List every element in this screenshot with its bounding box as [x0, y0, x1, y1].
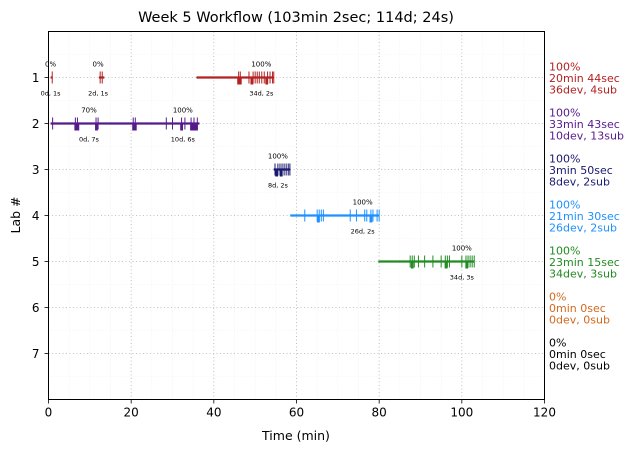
- submission-mark: [275, 169, 279, 177]
- counts-annotation: 2d, 1s: [88, 90, 109, 98]
- lab-3-marks: 100% 8d, 2s: [268, 153, 291, 190]
- progress-annotation: 100%: [251, 61, 271, 69]
- progress-annotation: 0%: [93, 61, 104, 69]
- summary-line: 23min 15sec: [549, 256, 620, 269]
- y-tick-label: 1: [32, 71, 40, 85]
- summary-line: 21min 30sec: [549, 210, 620, 223]
- summary-line: 100%: [549, 245, 580, 258]
- submission-mark: [195, 123, 198, 131]
- y-tick-label: 6: [32, 301, 40, 315]
- submission-mark: [279, 169, 283, 177]
- lab-7-summary: 0% 0min 0sec 0dev, 0sub: [549, 337, 610, 373]
- y-tick-label: 7: [32, 347, 40, 361]
- counts-annotation: 0d, 1s: [41, 90, 62, 98]
- counts-annotation: 26d, 2s: [351, 228, 376, 236]
- submission-mark: [317, 215, 320, 223]
- summary-line: 8dev, 2sub: [549, 176, 610, 189]
- summary-line: 0min 0sec: [549, 302, 606, 315]
- progress-annotation: 100%: [268, 153, 288, 161]
- lab-3-summary: 100% 3min 50sec 8dev, 2sub: [549, 153, 613, 189]
- lab-2-summary: 100% 33min 43sec 10dev, 13sub: [549, 107, 624, 143]
- counts-annotation: 10d, 6s: [171, 136, 196, 144]
- x-tick-label: 80: [372, 406, 387, 420]
- summary-line: 26dev, 2sub: [549, 222, 617, 235]
- submission-mark: [76, 123, 80, 131]
- submission-mark: [238, 77, 242, 85]
- x-axis: 0 20 40 60 80 100 120: [45, 399, 556, 420]
- submission-mark: [410, 261, 414, 269]
- progress-annotation: 0%: [45, 61, 56, 69]
- lab-5-summary: 100% 23min 15sec 34dev, 3sub: [549, 245, 620, 281]
- submission-mark: [265, 77, 269, 85]
- summary-line: 0%: [549, 337, 566, 350]
- x-tick-label: 0: [45, 406, 53, 420]
- summary-line: 3min 50sec: [549, 164, 613, 177]
- summary-line: 100%: [549, 107, 580, 120]
- y-tick-label: 3: [32, 163, 40, 177]
- progress-annotation: 100%: [353, 199, 373, 207]
- submission-mark: [95, 123, 98, 131]
- summary-line: 0dev, 0sub: [549, 360, 610, 373]
- summary-line: 20min 44sec: [549, 72, 620, 85]
- submission-mark: [191, 123, 195, 131]
- progress-annotation: 100%: [452, 245, 472, 253]
- summary-line: 36dev, 4sub: [549, 84, 617, 97]
- counts-annotation: 34d, 2s: [249, 90, 274, 98]
- x-axis-label: Time (min): [261, 428, 330, 443]
- counts-annotation: 8d, 2s: [268, 182, 289, 190]
- chart-marks: 0% 0d, 1s 0% 2d, 1s 100% 34d, 2s 70% 0d, 7s 100%…: [41, 61, 475, 282]
- submission-mark: [133, 123, 137, 131]
- summary-line: 0dev, 0sub: [549, 314, 610, 327]
- summary-line: 0min 0sec: [549, 348, 606, 361]
- summary-line: 100%: [549, 199, 580, 212]
- submission-mark: [465, 261, 469, 269]
- submission-mark: [444, 261, 448, 269]
- submission-mark: [74, 123, 78, 131]
- summary-line: 100%: [549, 61, 580, 74]
- lab-2-marks: 70% 0d, 7s 100% 10d, 6s: [50, 107, 200, 144]
- summary-line: 100%: [549, 153, 580, 166]
- lab-6-summary: 0% 0min 0sec 0dev, 0sub: [549, 291, 610, 327]
- y-tick-label: 5: [32, 255, 40, 269]
- x-tick-label: 100: [450, 406, 473, 420]
- submission-mark: [250, 77, 254, 85]
- lab-4-marks: 100% 26d, 2s: [290, 199, 380, 236]
- counts-annotation: 34d, 3s: [450, 274, 475, 282]
- counts-annotation: 0d, 7s: [79, 136, 100, 144]
- submission-mark: [237, 77, 241, 85]
- submission-mark: [132, 123, 136, 131]
- x-tick-label: 40: [206, 406, 221, 420]
- lab-1-marks: 0% 0d, 1s 0% 2d, 1s 100% 34d, 2s: [41, 61, 275, 98]
- lab-4-summary: 100% 21min 30sec 26dev, 2sub: [549, 199, 620, 235]
- y-tick-label: 2: [32, 117, 40, 131]
- y-axis-label: Lab #: [8, 196, 23, 233]
- submission-mark: [193, 123, 197, 131]
- lab-5-marks: 100% 34d, 3s: [378, 245, 475, 282]
- submission-mark: [369, 215, 373, 223]
- chart-title: Week 5 Workflow (103min 2sec; 114d; 24s): [138, 10, 454, 26]
- submission-mark: [190, 123, 193, 131]
- x-tick-label: 60: [289, 406, 304, 420]
- progress-annotation: 100%: [173, 107, 193, 115]
- y-axis: 1 2 3 4 5 6 7: [32, 71, 49, 361]
- x-tick-label: 120: [533, 406, 556, 420]
- submission-mark: [180, 123, 183, 131]
- summary-line: 34dev, 3sub: [549, 268, 617, 281]
- progress-annotation: 70%: [81, 107, 97, 115]
- y-tick-label: 4: [32, 209, 40, 223]
- summary-line: 10dev, 13sub: [549, 130, 624, 143]
- x-tick-label: 20: [124, 406, 139, 420]
- summary-line: 33min 43sec: [549, 118, 620, 131]
- lab-1-summary: 100% 20min 44sec 36dev, 4sub: [549, 61, 620, 97]
- summary-line: 0%: [549, 291, 566, 304]
